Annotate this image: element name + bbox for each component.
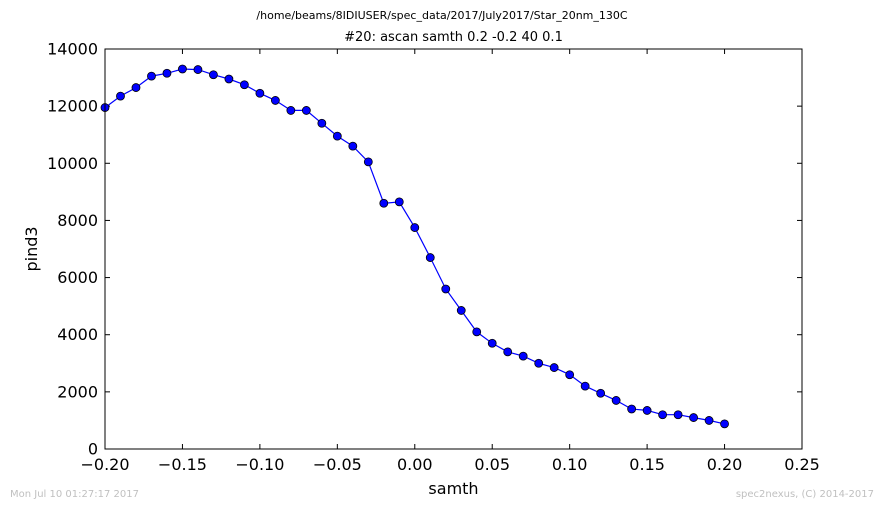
data-point xyxy=(116,91,125,101)
data-point xyxy=(627,404,637,414)
data-point xyxy=(565,370,575,380)
data-point xyxy=(332,131,342,141)
y-axis-label: pind3 xyxy=(22,226,41,271)
data-point xyxy=(673,410,683,420)
data-point xyxy=(611,396,621,405)
y-tick-label: 8000 xyxy=(57,211,98,230)
y-tick-label: 0 xyxy=(88,440,98,459)
data-point xyxy=(658,410,667,420)
data-point xyxy=(596,388,606,398)
data-point xyxy=(534,358,544,368)
y-tick-label: 2000 xyxy=(57,382,98,401)
y-tick-label: 4000 xyxy=(57,325,98,344)
x-tick-label: 0.10 xyxy=(552,455,588,474)
x-axis-label: samth xyxy=(428,479,478,498)
data-point xyxy=(410,223,420,232)
x-tick-label: −0.05 xyxy=(313,455,362,474)
data-point xyxy=(178,64,187,74)
data-point xyxy=(379,198,389,208)
file-path-title: /home/beams/8IDIUSER/spec_data/2017/July… xyxy=(256,9,628,22)
data-point xyxy=(348,141,358,151)
data-point xyxy=(131,83,141,92)
data-point xyxy=(441,284,451,294)
data-point xyxy=(487,338,497,348)
data-point xyxy=(642,406,652,415)
x-tick-label: 0.20 xyxy=(707,455,743,474)
data-point xyxy=(162,68,172,78)
data-point xyxy=(193,65,203,74)
data-point xyxy=(255,88,265,98)
data-point xyxy=(549,363,559,372)
timestamp-footer: Mon Jul 10 01:27:17 2017 xyxy=(10,489,139,500)
y-tick-label: 6000 xyxy=(57,268,98,287)
data-point xyxy=(224,74,234,84)
y-tick-label: 14000 xyxy=(47,40,98,59)
plot-area xyxy=(105,49,802,449)
data-point xyxy=(270,96,280,105)
data-point xyxy=(301,106,311,115)
plot-frame xyxy=(104,48,803,450)
y-tick-label: 12000 xyxy=(47,97,98,116)
x-tick-label: 0.00 xyxy=(397,455,433,474)
credit-footer: spec2nexus, (C) 2014-2017 xyxy=(735,489,874,500)
x-tick-label: 0.15 xyxy=(629,455,665,474)
data-point xyxy=(472,327,482,337)
data-point xyxy=(394,197,404,207)
x-tick-label: 0.05 xyxy=(474,455,510,474)
data-point xyxy=(518,351,528,361)
data-point xyxy=(286,106,296,115)
x-tick-label: −0.15 xyxy=(158,455,207,474)
plot-title: #20: ascan samth 0.2 -0.2 40 0.1 xyxy=(344,30,563,45)
data-point xyxy=(209,70,218,80)
data-point xyxy=(317,118,327,128)
data-point xyxy=(720,419,729,429)
data-point xyxy=(425,253,435,262)
data-point xyxy=(580,381,590,391)
data-point xyxy=(689,413,698,422)
y-tick-label: 10000 xyxy=(47,154,98,173)
x-tick-label: 0.25 xyxy=(784,455,820,474)
data-point xyxy=(239,80,249,90)
x-tick-label: −0.10 xyxy=(235,455,284,474)
data-point xyxy=(704,416,714,425)
x-tick-label: −0.20 xyxy=(80,455,129,474)
data-point xyxy=(147,71,156,81)
data-point xyxy=(363,157,373,167)
data-point xyxy=(456,306,466,315)
data-point xyxy=(503,347,513,357)
